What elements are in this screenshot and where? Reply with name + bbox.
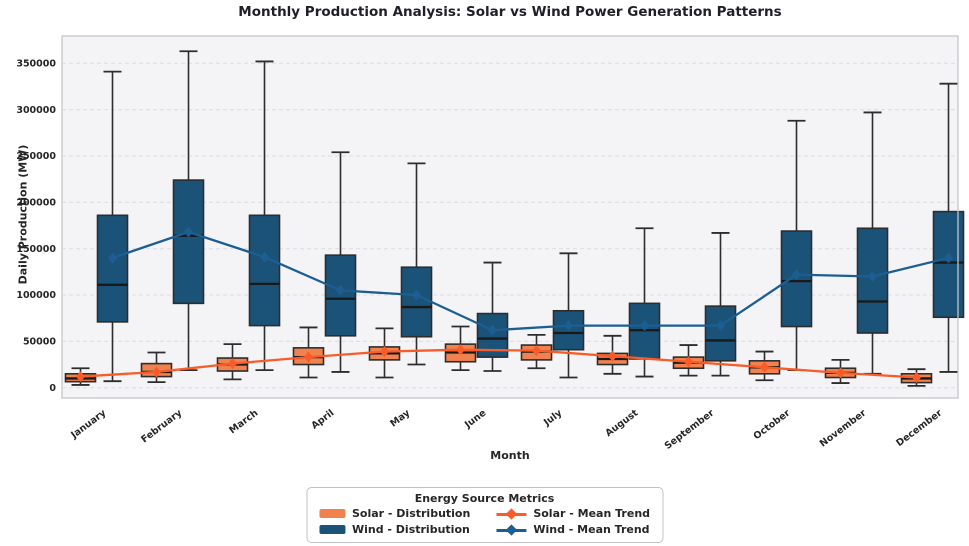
x-tick-label: August bbox=[603, 407, 640, 439]
wind-box bbox=[172, 179, 205, 305]
solar-mean-marker bbox=[760, 361, 769, 373]
y-tick-label: 0 bbox=[49, 383, 56, 394]
solar-mean-marker bbox=[608, 350, 617, 362]
wind-distribution-swatch-icon bbox=[318, 525, 345, 534]
x-tick-label: April bbox=[309, 408, 336, 432]
axes-border bbox=[61, 35, 959, 399]
solar-distribution-swatch-icon bbox=[318, 509, 345, 518]
x-tick-label: July bbox=[541, 407, 565, 429]
y-tick-label: 150000 bbox=[16, 244, 56, 255]
legend-title: Energy Source Metrics bbox=[414, 492, 555, 505]
solar-mean-marker bbox=[684, 356, 693, 368]
legend-entry-wind-mean-trend: Wind - Mean Trend bbox=[496, 523, 650, 536]
wind-trend-line bbox=[112, 230, 949, 332]
wind-mean-marker bbox=[868, 270, 877, 282]
x-tick-label: June bbox=[462, 408, 488, 432]
wind-mean-marker bbox=[716, 320, 725, 332]
y-tick-label: 100000 bbox=[16, 290, 56, 301]
wind-mean-marker bbox=[108, 252, 117, 264]
x-tick-label: January bbox=[68, 407, 109, 441]
solar-trend-line bbox=[80, 348, 917, 379]
y-tick-label: 300000 bbox=[16, 105, 56, 116]
y-tick-label: 200000 bbox=[16, 198, 56, 209]
legend-entry-wind-distribution: Wind - Distribution bbox=[318, 523, 470, 536]
wind-box bbox=[400, 266, 433, 338]
wind-mean-marker bbox=[792, 269, 801, 281]
solar-mean-marker bbox=[912, 372, 921, 384]
solar-mean-marker bbox=[532, 345, 541, 357]
wind-mean-marker bbox=[640, 320, 649, 332]
x-tick-label: December bbox=[894, 407, 944, 449]
legend-label: Wind - Distribution bbox=[351, 523, 470, 536]
x-tick-label: October bbox=[752, 407, 793, 442]
x-axis-label: Month bbox=[490, 449, 530, 462]
y-tick-label: 350000 bbox=[16, 59, 56, 70]
legend-label: Wind - Mean Trend bbox=[533, 523, 650, 536]
wind-mean-marker bbox=[336, 284, 345, 296]
y-tick-label: 50000 bbox=[23, 337, 56, 348]
wind-trend-marker-icon bbox=[496, 523, 527, 536]
solar-mean-marker bbox=[304, 351, 313, 363]
wind-mean-marker bbox=[260, 251, 269, 263]
wind-mean-marker bbox=[564, 320, 573, 332]
legend-label: Solar - Distribution bbox=[351, 507, 471, 520]
x-tick-label: September bbox=[663, 407, 717, 451]
wind-box bbox=[704, 305, 737, 362]
solar-trend-marker-icon bbox=[496, 507, 527, 520]
wind-mean-marker bbox=[412, 289, 421, 301]
wind-mean-marker bbox=[488, 324, 497, 336]
chart-title: Monthly Production Analysis: Solar vs Wi… bbox=[238, 4, 782, 20]
wind-mean-marker bbox=[184, 226, 193, 238]
legend-entries: Solar - Distribution Solar - Mean Trend … bbox=[318, 507, 650, 536]
solar-mean-marker bbox=[152, 366, 161, 378]
wind-mean-marker bbox=[944, 252, 953, 264]
wind-box bbox=[932, 210, 965, 319]
x-tick-label: February bbox=[139, 407, 185, 445]
solar-mean-marker bbox=[76, 371, 85, 383]
solar-mean-marker bbox=[456, 344, 465, 356]
legend-entry-solar-distribution: Solar - Distribution bbox=[318, 507, 471, 520]
x-tick-label: November bbox=[818, 407, 869, 449]
legend: Energy Source Metrics Solar - Distributi… bbox=[305, 487, 664, 543]
y-tick-label: 250000 bbox=[16, 151, 56, 162]
x-tick-label: March bbox=[227, 407, 260, 436]
solar-mean-marker bbox=[836, 367, 845, 379]
x-tick-label: May bbox=[388, 407, 413, 429]
solar-mean-marker bbox=[228, 358, 237, 370]
legend-entry-solar-mean-trend: Solar - Mean Trend bbox=[496, 507, 650, 520]
y-axis-label: Daily Production (MW) bbox=[16, 144, 30, 285]
wind-box bbox=[96, 214, 129, 323]
solar-mean-marker bbox=[380, 346, 389, 358]
legend-label: Solar - Mean Trend bbox=[533, 507, 651, 520]
wind-box bbox=[248, 214, 281, 327]
plot-area bbox=[62, 36, 958, 398]
